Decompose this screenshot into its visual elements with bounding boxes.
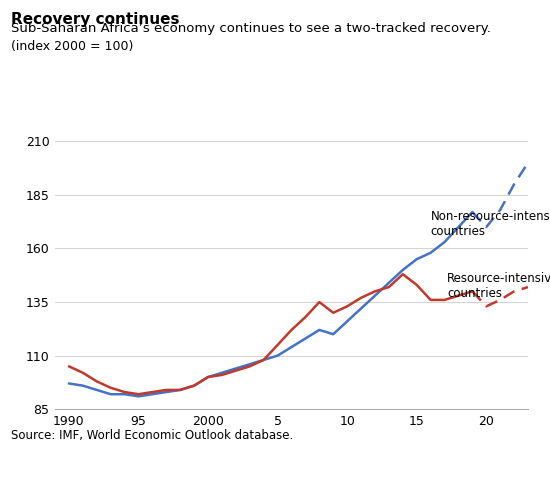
Text: Recovery continues: Recovery continues <box>11 12 179 27</box>
Text: (index 2000 = 100): (index 2000 = 100) <box>11 40 133 53</box>
Text: Non-resource-intensive
countries: Non-resource-intensive countries <box>431 210 550 238</box>
Text: Sub-Saharan Africa’s economy continues to see a two-tracked recovery.: Sub-Saharan Africa’s economy continues t… <box>11 22 491 35</box>
Text: Source: IMF, World Economic Outlook database.: Source: IMF, World Economic Outlook data… <box>11 429 293 442</box>
Text: Resource-intensive
countries: Resource-intensive countries <box>447 272 550 300</box>
Text: INTERNATIONAL MONETARY FUND: INTERNATIONAL MONETARY FUND <box>142 467 408 481</box>
